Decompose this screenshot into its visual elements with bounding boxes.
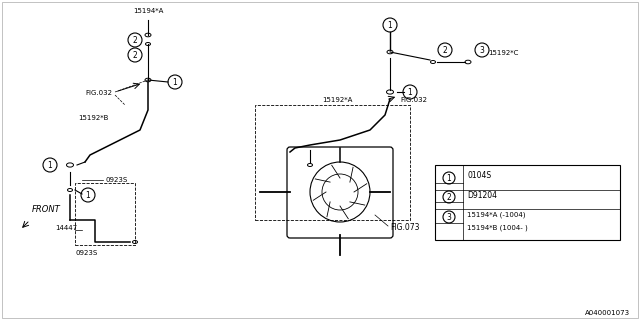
- Text: 15194*B (1004- ): 15194*B (1004- ): [467, 225, 528, 231]
- Bar: [255, 105, 410, 220]
- Bar: [435, 165, 620, 240]
- Text: 0923S: 0923S: [105, 177, 127, 183]
- Bar: [75, 183, 135, 245]
- Text: A040001073: A040001073: [585, 310, 630, 316]
- Text: D91204: D91204: [467, 190, 497, 199]
- Text: 0104S: 0104S: [467, 171, 491, 180]
- Text: 1: 1: [447, 173, 451, 182]
- Text: 15194*A: 15194*A: [133, 8, 163, 14]
- Text: 1: 1: [47, 161, 52, 170]
- Text: 1: 1: [408, 87, 412, 97]
- Text: 1: 1: [173, 77, 177, 86]
- Text: 1: 1: [86, 190, 90, 199]
- Text: 15192*A: 15192*A: [322, 97, 353, 103]
- Text: FIG.032: FIG.032: [400, 97, 427, 103]
- Text: 0923S: 0923S: [75, 250, 97, 256]
- Text: 3: 3: [479, 45, 484, 54]
- Text: 15192*B: 15192*B: [78, 115, 108, 121]
- Text: 15192*C: 15192*C: [488, 50, 518, 56]
- Text: 2: 2: [132, 51, 138, 60]
- Text: 2: 2: [132, 36, 138, 44]
- Text: 14447: 14447: [55, 225, 77, 231]
- Text: 1: 1: [388, 20, 392, 29]
- Text: FIG.032: FIG.032: [85, 90, 112, 96]
- Text: FRONT: FRONT: [32, 205, 61, 214]
- Text: FIG.073: FIG.073: [390, 223, 419, 232]
- Text: 15194*A (-1004): 15194*A (-1004): [467, 212, 525, 218]
- Text: 2: 2: [443, 45, 447, 54]
- Text: 3: 3: [447, 212, 451, 221]
- Text: 2: 2: [447, 193, 451, 202]
